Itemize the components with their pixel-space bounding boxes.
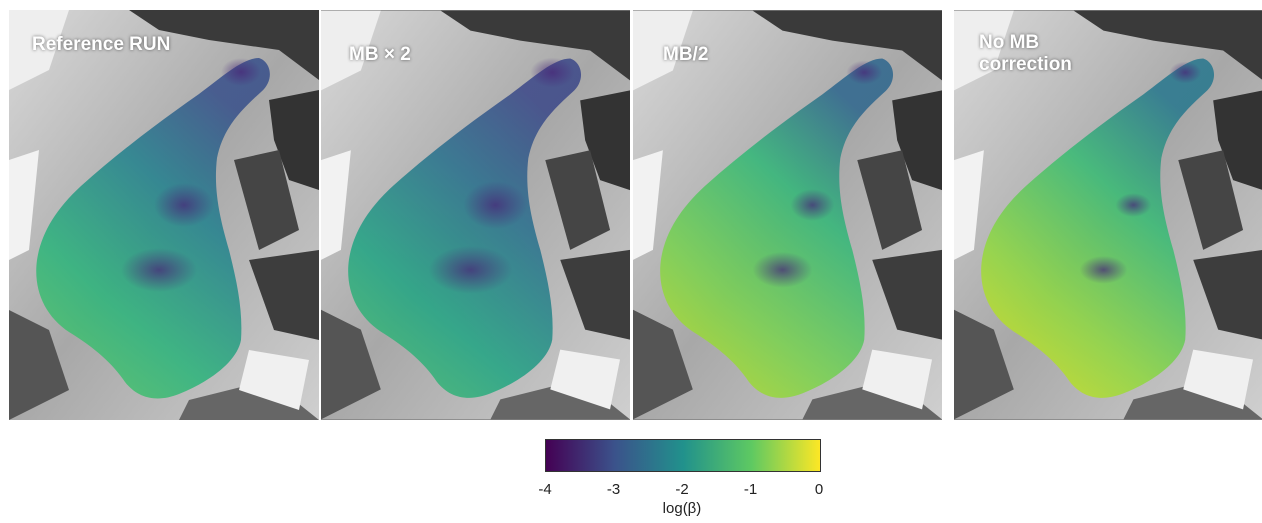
panel-label: No MB correction <box>979 32 1072 75</box>
panel-label: Reference RUN <box>32 34 171 55</box>
colorbar-tick: -1 <box>743 481 758 498</box>
panel-mb-x2: MB × 2 <box>321 10 630 420</box>
glacier-map <box>633 10 942 420</box>
panel-label: MB × 2 <box>349 44 411 65</box>
panel-mb-half: MB/2 <box>633 10 942 420</box>
glacier-map <box>954 10 1262 420</box>
glacier-map <box>321 10 630 420</box>
colorbar-label: log(β) <box>662 500 702 517</box>
panel-label: MB/2 <box>663 44 709 65</box>
colorbar-tick: -3 <box>606 481 621 498</box>
colorbar <box>545 439 821 472</box>
colorbar-tick: -4 <box>538 481 552 498</box>
colorbar-tick: -2 <box>675 481 689 498</box>
glacier-map <box>9 10 319 420</box>
panel-no-mb-correction: No MB correction <box>954 10 1262 420</box>
colorbar-tick: 0 <box>814 481 824 498</box>
panel-reference-run: Reference RUN <box>9 10 319 420</box>
